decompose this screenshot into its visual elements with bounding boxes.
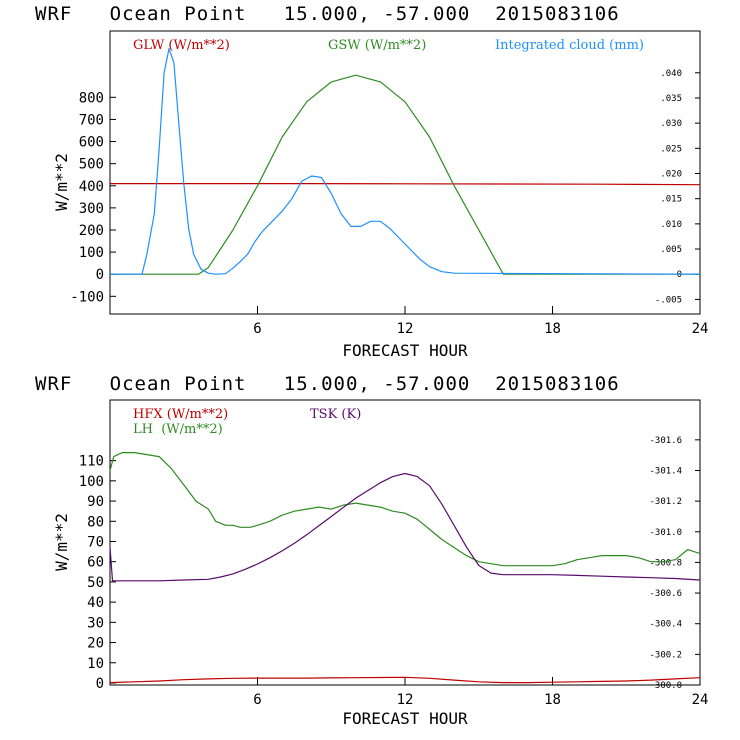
y-tick-label: 20 bbox=[87, 636, 104, 652]
y-tick-label: 700 bbox=[79, 112, 104, 128]
x-axis-label: FORECAST HOUR bbox=[342, 341, 468, 360]
x-axis-label: FORECAST HOUR bbox=[342, 709, 468, 728]
y-tick-label: -100 bbox=[70, 289, 104, 305]
right-tick-label: -300.2 bbox=[649, 650, 682, 660]
legend-gsw: GSW (W/m**2) bbox=[328, 38, 426, 53]
right-tick-label: -300.4 bbox=[649, 620, 682, 630]
series-lines bbox=[109, 452, 701, 684]
legend-integrated-cloud: Integrated cloud (mm) bbox=[495, 38, 644, 53]
y-axis-label: W/m**2 bbox=[52, 153, 71, 211]
series-line-integrated bbox=[110, 47, 701, 275]
series-line-gsw bbox=[110, 74, 700, 275]
right-tick-label: .030 bbox=[660, 119, 682, 129]
y-tick-label: 300 bbox=[79, 201, 104, 217]
y-tick-label: 100 bbox=[79, 474, 104, 490]
right-tick-label: 0 bbox=[677, 270, 682, 280]
right-tick-label: -301.4 bbox=[649, 466, 682, 476]
legend-tsk: TSK (K) bbox=[310, 407, 361, 422]
x-axis-ticks: 6 12 18 24 bbox=[253, 306, 708, 337]
x-tick-label: 6 bbox=[253, 321, 261, 337]
right-tick-label: 300.0 bbox=[655, 681, 682, 691]
series-lines bbox=[110, 47, 701, 275]
chart-title: WRF Ocean Point 15.000, -57.000 20150831… bbox=[35, 3, 620, 25]
legend-lh: LH (W/m**2) bbox=[133, 422, 223, 437]
right-tick-label: -.005 bbox=[655, 295, 682, 305]
y-axis-label: W/m**2 bbox=[52, 513, 71, 571]
y-tick-label: 10 bbox=[87, 656, 104, 672]
right-tick-label: -300.6 bbox=[649, 589, 682, 599]
y-axis-ticks: 0 10 20 30 40 50 60 70 80 90 100 110 bbox=[79, 454, 116, 692]
right-tick-label: -301.6 bbox=[649, 436, 682, 446]
series-line-hfx bbox=[109, 676, 701, 684]
chart-panel-bottom: WRF Ocean Point 15.000, -57.000 20150831… bbox=[35, 373, 708, 728]
y-tick-label: 200 bbox=[79, 223, 104, 239]
x-tick-label: 12 bbox=[397, 692, 414, 708]
x-tick-label: 6 bbox=[253, 692, 261, 708]
y-tick-label: 800 bbox=[79, 90, 104, 106]
y-tick-label: 40 bbox=[87, 595, 104, 611]
y-tick-label: 600 bbox=[79, 135, 104, 151]
y-tick-label: 60 bbox=[87, 555, 104, 571]
y-tick-label: 80 bbox=[87, 514, 104, 530]
right-tick-label: .025 bbox=[660, 144, 682, 154]
right-tick-label: .040 bbox=[660, 69, 682, 79]
chart-title: WRF Ocean Point 15.000, -57.000 20150831… bbox=[35, 373, 620, 395]
right-tick-label: -300.8 bbox=[649, 558, 682, 568]
x-axis-ticks: 6 12 18 24 bbox=[253, 677, 708, 708]
y-tick-label: 30 bbox=[87, 615, 104, 631]
series-line-tsk bbox=[109, 472, 701, 582]
y-tick-label: 50 bbox=[87, 575, 104, 591]
right-axis-ticks: 300.0 -300.2 -300.4 -300.6 -300.8 -301.0 -301.… bbox=[649, 436, 700, 691]
right-tick-label: .010 bbox=[660, 220, 682, 230]
plot-frame bbox=[109, 30, 701, 315]
series-line-lh bbox=[109, 452, 701, 567]
y-tick-label: 90 bbox=[87, 494, 104, 510]
x-tick-label: 18 bbox=[544, 692, 561, 708]
right-tick-label: -301.2 bbox=[649, 497, 682, 507]
series-line-glw bbox=[110, 183, 701, 186]
y-tick-label: 70 bbox=[87, 534, 104, 550]
right-tick-label: .020 bbox=[660, 170, 682, 180]
x-tick-label: 18 bbox=[544, 321, 561, 337]
x-tick-label: 24 bbox=[692, 321, 709, 337]
legend-hfx: HFX (W/m**2) bbox=[133, 407, 228, 422]
right-tick-label: -301.0 bbox=[649, 528, 682, 538]
right-tick-label: .035 bbox=[660, 94, 682, 104]
y-tick-label: 400 bbox=[79, 179, 104, 195]
right-tick-label: .015 bbox=[660, 195, 682, 205]
y-tick-label: 0 bbox=[96, 267, 104, 283]
y-tick-label: 0 bbox=[96, 676, 104, 692]
y-tick-label: 100 bbox=[79, 245, 104, 261]
right-axis-ticks: -.005 0 .005 .010 .015 .020 .025 .030 .035 .040 bbox=[655, 69, 700, 305]
y-axis-ticks: -100 0 100 200 300 400 500 600 700 800 bbox=[70, 90, 116, 305]
legend-glw: GLW (W/m**2) bbox=[133, 38, 230, 53]
x-tick-label: 12 bbox=[397, 321, 414, 337]
right-tick-label: .005 bbox=[660, 245, 682, 255]
y-tick-label: 110 bbox=[79, 454, 104, 470]
x-tick-label: 24 bbox=[692, 692, 709, 708]
plot-frame bbox=[109, 399, 701, 686]
chart-panel-top: WRF Ocean Point 15.000, -57.000 20150831… bbox=[35, 3, 708, 360]
y-tick-label: 500 bbox=[79, 157, 104, 173]
